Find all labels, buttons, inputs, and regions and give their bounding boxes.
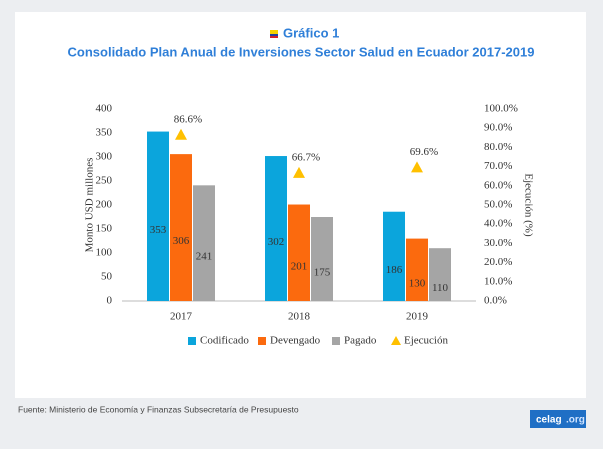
data-label: 175	[314, 267, 331, 279]
bar	[265, 156, 287, 301]
data-label: 241	[196, 251, 213, 263]
y2-tick-label: 70.0%	[484, 160, 512, 172]
legend-label: Devengado	[270, 335, 321, 347]
data-label: 353	[150, 224, 167, 236]
legend-swatch	[188, 337, 196, 345]
legend-swatch	[332, 337, 340, 345]
data-label: 306	[173, 235, 190, 247]
ejecucion-marker	[411, 161, 423, 173]
logo-suffix: .org	[566, 415, 585, 426]
y2-tick-label: 0.0%	[484, 295, 507, 307]
y2-tick-label: 80.0%	[484, 141, 512, 153]
bar	[147, 131, 169, 301]
y-axis-label: Monto USD millones	[84, 158, 96, 253]
data-label: 69.6%	[410, 146, 438, 158]
legend-label: Ejecución	[404, 335, 448, 347]
y2-tick-label: 60.0%	[484, 179, 512, 191]
chart-title: Gráfico 1	[283, 25, 339, 40]
flag-icon	[270, 30, 278, 38]
data-label: 86.6%	[174, 113, 202, 125]
data-label: 110	[432, 282, 449, 294]
legend-label: Pagado	[344, 335, 377, 347]
bar	[288, 204, 310, 301]
y2-tick-label: 40.0%	[484, 218, 512, 230]
ejecucion-marker	[175, 128, 187, 140]
bar	[170, 154, 192, 301]
y-tick-label: 200	[96, 199, 113, 211]
legend-swatch	[391, 336, 401, 345]
y2-axis-label: Ejecución (%)	[522, 173, 534, 237]
data-label: 66.7%	[292, 151, 320, 163]
source-note: Fuente: Ministerio de Economía y Finanza…	[18, 404, 299, 414]
bar	[383, 211, 405, 301]
y-tick-label: 350	[96, 127, 113, 139]
bar	[429, 248, 451, 301]
y2-tick-label: 20.0%	[484, 256, 512, 268]
legend-label: Codificado	[200, 335, 249, 347]
y-tick-label: 100	[96, 247, 113, 259]
y-tick-label: 50	[101, 271, 113, 283]
chart-subtitle: Consolidado Plan Anual de Inversiones Se…	[68, 44, 535, 59]
x-tick-label: 2017	[170, 311, 193, 323]
y2-tick-label: 30.0%	[484, 237, 512, 249]
y-tick-label: 400	[96, 103, 113, 115]
bar	[193, 185, 215, 301]
data-label: 201	[291, 260, 308, 272]
data-label: 302	[268, 236, 285, 248]
ejecucion-marker	[293, 166, 305, 178]
y-tick-label: 0	[107, 295, 113, 307]
y2-tick-label: 90.0%	[484, 122, 512, 134]
legend-swatch	[258, 337, 266, 345]
y2-tick-label: 50.0%	[484, 199, 512, 211]
y-tick-label: 150	[96, 223, 113, 235]
x-tick-label: 2019	[406, 311, 429, 323]
bar	[406, 238, 428, 301]
logo-text: celag	[536, 415, 562, 426]
y-tick-label: 300	[96, 151, 113, 163]
y2-tick-label: 10.0%	[484, 275, 512, 287]
data-label: 186	[386, 264, 403, 276]
data-label: 130	[409, 277, 426, 289]
y2-tick-label: 100.0%	[484, 103, 518, 115]
y-tick-label: 250	[96, 175, 113, 187]
bar	[311, 217, 333, 301]
logo-box	[530, 410, 586, 428]
x-tick-label: 2018	[288, 311, 311, 323]
